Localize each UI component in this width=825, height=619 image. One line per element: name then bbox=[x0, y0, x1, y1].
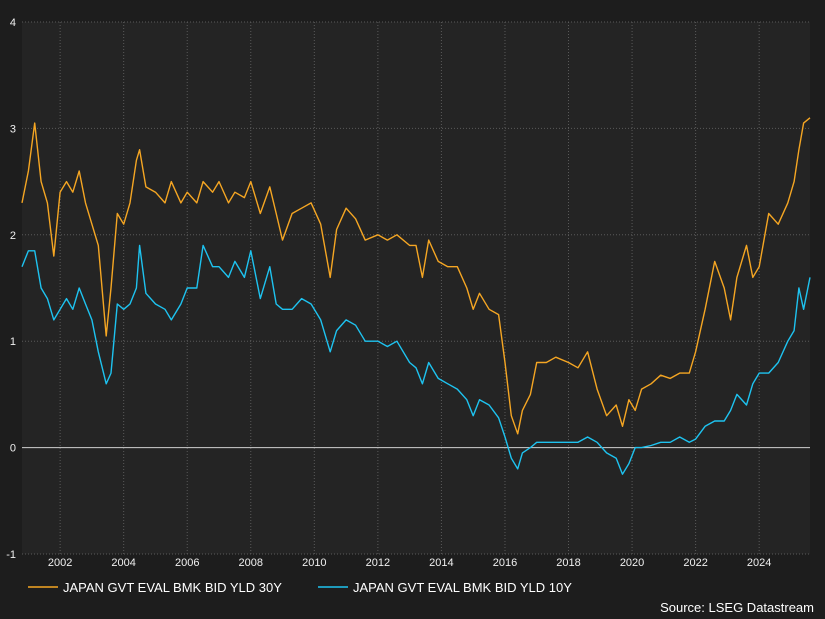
axes: 2002 2004 2006 2008 2010 2012 2014 2016 2018 2020… bbox=[6, 17, 771, 569]
series-layer bbox=[21, 117, 811, 475]
x-tick-label: 2018 bbox=[556, 557, 580, 569]
y-tick-label: 3 bbox=[10, 123, 16, 135]
x-tick-label: 2012 bbox=[366, 557, 390, 569]
plot-area bbox=[22, 22, 810, 554]
x-tick-label: 2004 bbox=[111, 557, 135, 569]
x-tick-label: 2014 bbox=[429, 557, 453, 569]
y-tick-label: 0 bbox=[10, 443, 16, 455]
legend: JAPAN GVT EVAL BMK BID YLD 30Y JAPAN GVT… bbox=[28, 580, 572, 595]
x-tick-label: 2006 bbox=[175, 557, 199, 569]
x-tick-label: 2016 bbox=[493, 557, 517, 569]
legend-label-30y: JAPAN GVT EVAL BMK BID YLD 30Y bbox=[63, 580, 282, 595]
source-label: Source: LSEG Datastream bbox=[660, 600, 814, 615]
y-tick-label: 1 bbox=[10, 336, 16, 348]
y-tick-label: 2 bbox=[10, 230, 16, 242]
y-tick-label: -1 bbox=[6, 549, 16, 561]
x-tick-label: 2002 bbox=[48, 557, 72, 569]
x-tick-label: 2008 bbox=[239, 557, 263, 569]
legend-label-10y: JAPAN GVT EVAL BMK BID YLD 10Y bbox=[353, 580, 572, 595]
series-line-10y bbox=[21, 244, 811, 475]
x-tick-label: 2022 bbox=[683, 557, 707, 569]
x-tick-label: 2010 bbox=[302, 557, 326, 569]
y-tick-label: 4 bbox=[10, 17, 16, 29]
x-tick-label: 2024 bbox=[747, 557, 771, 569]
series-line-30y bbox=[21, 117, 811, 435]
x-tick-label: 2020 bbox=[620, 557, 644, 569]
grid bbox=[22, 21, 810, 555]
